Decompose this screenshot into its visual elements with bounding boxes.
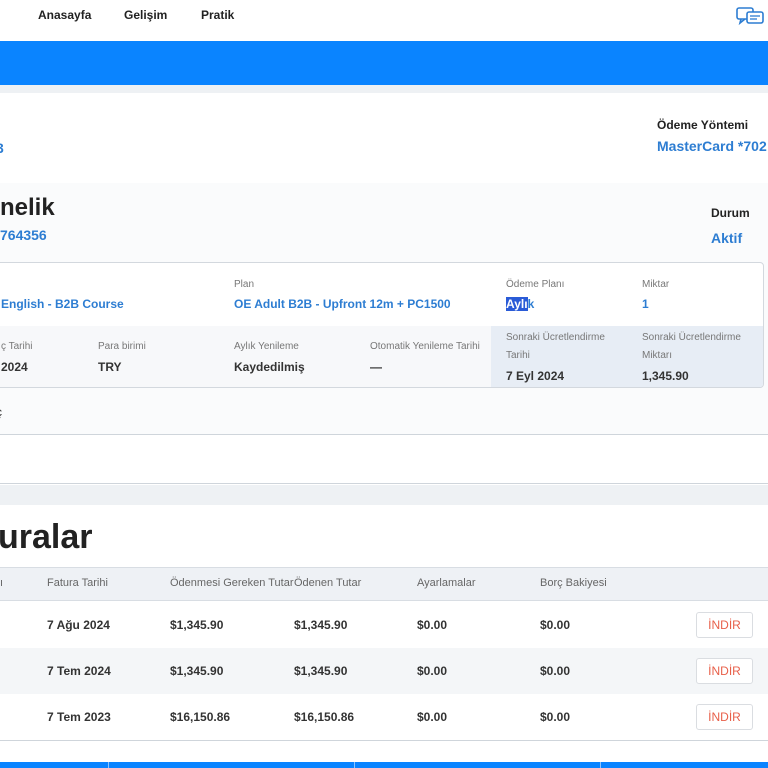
payment-plan-value[interactable]: Aylık [506, 297, 534, 311]
header-col-0: ı [0, 577, 4, 589]
payment-plan-value-rest: k [527, 297, 535, 311]
next-charge-highlight [491, 326, 763, 387]
table-row [0, 602, 768, 648]
course-name[interactable]: English - B2B Course [1, 297, 124, 311]
nav-home-link[interactable]: Anasayfa [38, 8, 92, 22]
chat-bubbles-icon[interactable] [736, 6, 764, 26]
invoice-date: 7 Tem 2024 [47, 664, 111, 678]
separator [0, 85, 768, 93]
payment-plan-label: Ödeme Planı [506, 279, 565, 290]
membership-footer-text[interactable]: ç [0, 405, 2, 419]
header-amount-due: Ödenmesi Gereken Tutar [170, 577, 294, 589]
invoices-table-header [0, 567, 768, 601]
membership-extra-band [0, 436, 768, 484]
download-button[interactable]: İNDİR [696, 704, 753, 730]
adjustments: $0.00 [417, 664, 448, 678]
payment-method-value[interactable]: MasterCard *702 [657, 138, 767, 154]
amount-label: Miktar [642, 279, 670, 290]
invoice-date: 7 Ağu 2024 [47, 618, 110, 632]
start-date-value: 2024 [1, 360, 28, 374]
header-adjustments: Ayarlamalar [417, 577, 476, 589]
amount-paid: $1,345.90 [294, 664, 348, 678]
next-charge-amount-value: 1,345.90 [642, 369, 689, 383]
payment-method-label: Ödeme Yöntemi [657, 118, 749, 132]
currency-label: Para birimi [98, 341, 146, 352]
footer-divider [108, 762, 109, 768]
table-bottom-border [0, 740, 768, 741]
footer-divider [600, 762, 601, 768]
start-date-label: ç Tarihi [1, 341, 33, 352]
header-balance: Borç Bakiyesi [540, 577, 607, 589]
balance: $0.00 [540, 710, 571, 724]
balance: $0.00 [540, 618, 571, 632]
amount-paid: $1,345.90 [294, 618, 348, 632]
amount-due: $16,150.86 [170, 710, 231, 724]
balance: $0.00 [540, 664, 571, 678]
table-row [0, 694, 768, 740]
download-button[interactable]: İNDİR [696, 658, 753, 684]
status-label: Durum [711, 206, 750, 220]
amount-paid: $16,150.86 [294, 710, 355, 724]
membership-id[interactable]: 764356 [0, 227, 47, 243]
header-invoice-date: Fatura Tarihi [47, 577, 108, 589]
currency-value: TRY [98, 360, 122, 374]
account-number-fragment[interactable]: 3 [0, 140, 4, 156]
amount-due: $1,345.90 [170, 664, 224, 678]
subscription-card: English - B2B Course Plan OE Adult B2B -… [0, 262, 764, 388]
table-row [0, 648, 768, 694]
account-section [0, 93, 768, 183]
invoices-title: uralar [0, 518, 93, 556]
monthly-renewal-label: Aylık Yenileme [234, 341, 299, 352]
header-banner [0, 41, 768, 85]
separator [0, 485, 768, 505]
auto-renewal-label: Otomatik Yenileme Tarihi [370, 341, 480, 352]
next-charge-date-label: Sonraki Ücretlendirme Tarihi [506, 332, 605, 361]
plan-label: Plan [234, 279, 255, 290]
header-amount-paid: Ödenen Tutar [294, 577, 362, 589]
nav-progress-link[interactable]: Gelişim [124, 8, 168, 22]
invoice-date: 7 Tem 2023 [47, 710, 111, 724]
monthly-renewal-value: Kaydedilmiş [234, 360, 305, 374]
nav-practice-link[interactable]: Pratik [201, 8, 235, 22]
membership-title: nelik [0, 194, 55, 221]
auto-renewal-value: — [370, 360, 382, 374]
download-button[interactable]: İNDİR [696, 612, 753, 638]
top-navigation: Anasayfa Gelişim Pratik [0, 0, 768, 41]
adjustments: $0.00 [417, 710, 448, 724]
next-charge-amount-label: Sonraki Ücretlendirme Miktarı [642, 332, 741, 361]
footer-divider [354, 762, 355, 768]
amount-value: 1 [642, 297, 649, 311]
plan-value[interactable]: OE Adult B2B - Upfront 12m + PC1500 [234, 297, 451, 311]
selected-text: Aylı [506, 297, 528, 311]
status-value: Aktif [711, 230, 743, 246]
amount-due: $1,345.90 [170, 618, 224, 632]
next-charge-date-value: 7 Eyl 2024 [506, 369, 565, 383]
footer-bar [0, 762, 768, 768]
adjustments: $0.00 [417, 618, 448, 632]
